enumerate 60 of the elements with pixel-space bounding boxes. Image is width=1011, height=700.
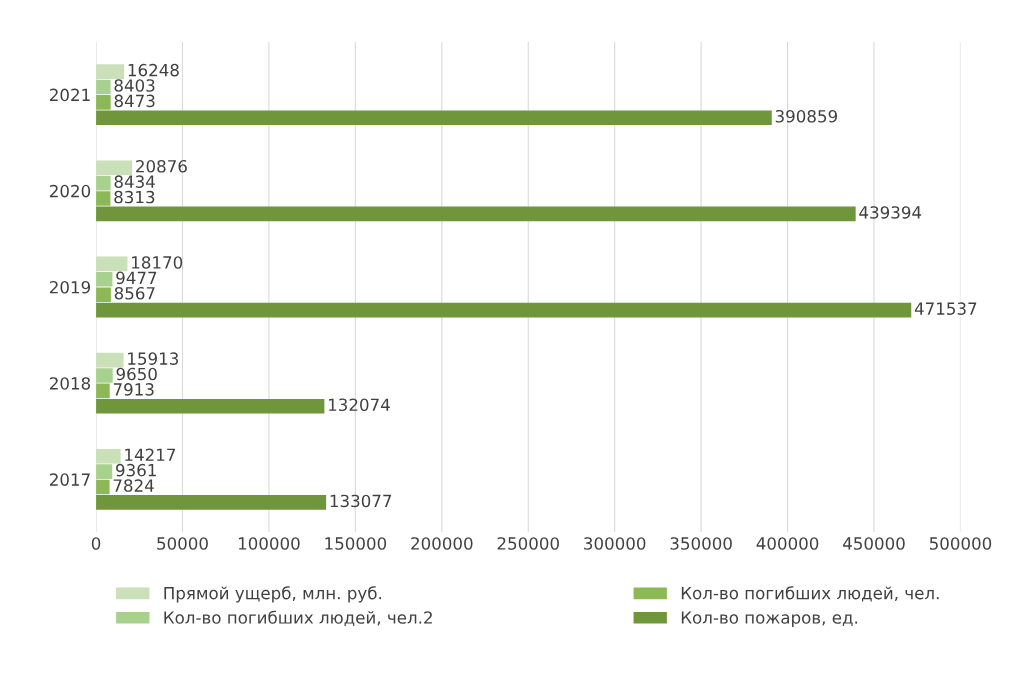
data-label: 9650 (116, 367, 157, 381)
x-tick-label: 50000 (157, 537, 208, 550)
bar (96, 368, 113, 383)
x-tick-label: 250000 (497, 537, 559, 550)
bar (96, 495, 327, 510)
bar (96, 160, 133, 176)
bar (96, 256, 128, 272)
x-tick-label: 450000 (843, 537, 905, 550)
data-label: 14217 (125, 448, 175, 461)
bar (96, 383, 110, 399)
bar (96, 64, 125, 79)
legend-label: Прямой ущерб, млн. руб. (164, 586, 382, 603)
bar (96, 110, 772, 126)
y-tick-label: 2019 (49, 280, 91, 294)
x-tick-label: 200000 (411, 537, 473, 550)
bar (96, 206, 856, 222)
data-label: 471537 (914, 302, 977, 315)
x-tick-label: 0 (91, 537, 101, 550)
bar (96, 175, 111, 191)
bar (96, 479, 110, 495)
data-label: 8567 (114, 286, 155, 300)
y-tick-label: 2021 (49, 88, 90, 102)
legend-label: Кол-во погибших людей, чел. (681, 586, 939, 602)
data-label: 8403 (114, 79, 155, 92)
data-label: 7913 (113, 383, 154, 396)
x-tick-label: 400000 (756, 537, 819, 550)
bar (96, 398, 325, 414)
y-tick-label: 2020 (49, 184, 91, 198)
data-label: 7824 (113, 479, 154, 492)
x-tick-label: 100000 (238, 537, 300, 550)
data-label: 8434 (114, 175, 155, 188)
data-label: 132074 (328, 398, 390, 412)
bar (96, 302, 912, 318)
bar (96, 191, 111, 206)
legend-label: Кол-во пожаров, ед. (681, 611, 858, 628)
y-tick-label: 2018 (49, 377, 91, 390)
legend-label: Кол-во погибших людей, чел.2 (164, 610, 432, 626)
data-label: 9361 (116, 463, 156, 477)
data-label: 390859 (775, 109, 837, 123)
data-label: 15913 (128, 352, 179, 365)
data-label: 8473 (114, 94, 155, 108)
data-label: 20876 (136, 159, 187, 173)
x-tick-label: 500000 (929, 537, 992, 550)
data-label: 8313 (114, 190, 155, 204)
bar (96, 95, 111, 110)
y-tick-label: 2017 (49, 473, 90, 486)
bar (96, 448, 121, 464)
bar (96, 272, 113, 287)
data-label: 133077 (330, 494, 392, 508)
bar (96, 464, 113, 479)
bar (96, 352, 124, 368)
bar (96, 287, 111, 302)
x-tick-label: 150000 (325, 537, 387, 550)
data-label: 9477 (116, 271, 157, 285)
x-tick-label: 300000 (584, 537, 646, 550)
data-label: 16248 (128, 63, 179, 77)
x-tick-label: 350000 (670, 537, 732, 550)
data-label: 439394 (859, 206, 922, 219)
data-label: 18170 (132, 256, 183, 269)
bar (96, 79, 111, 95)
